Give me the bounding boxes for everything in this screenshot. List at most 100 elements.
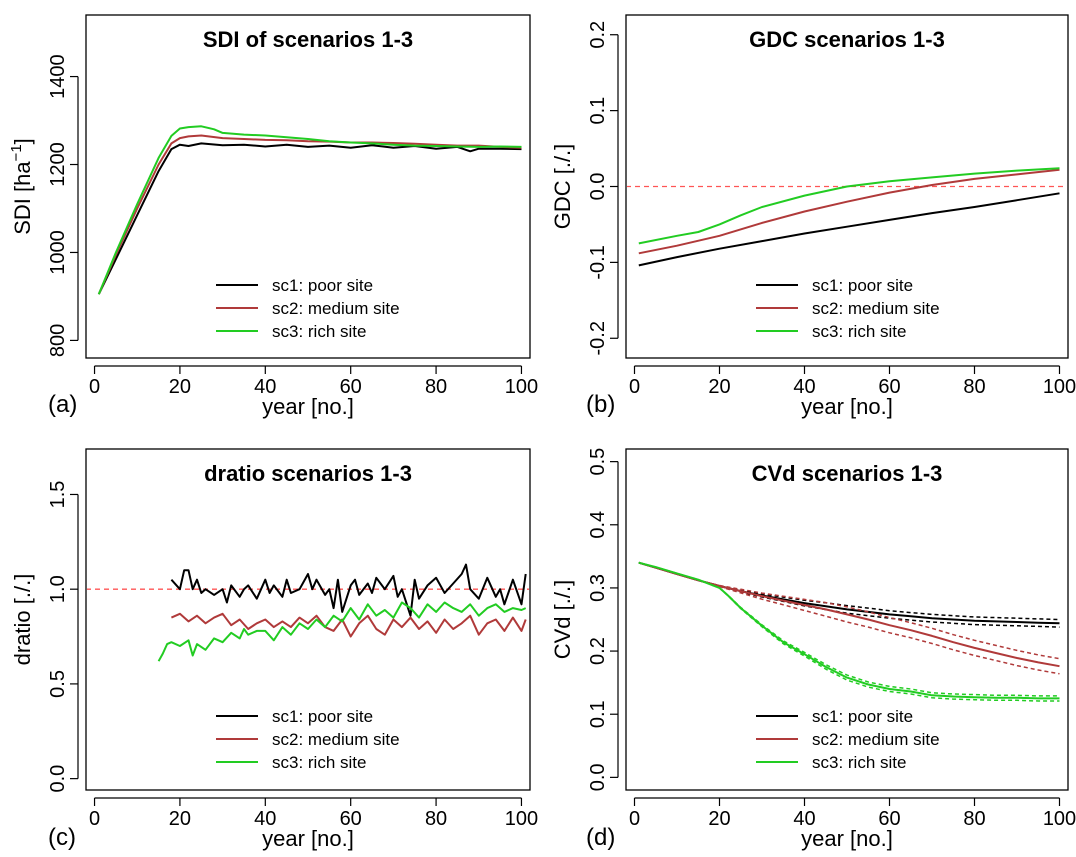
y-axis-label-main: SDI [ha [10,161,35,235]
x-tick-label: 100 [1043,376,1076,398]
y-tick-label: 0.4 [587,511,609,539]
chart-title: SDI of scenarios 1-3 [203,27,413,52]
legend-entry-sc3: sc3: rich site [812,322,906,341]
legend-entry-sc2: sc2: medium site [272,299,400,318]
x-tick-label: 20 [169,376,191,398]
chart-title: CVd scenarios 1-3 [752,461,943,486]
x-tick-label: 60 [340,376,362,398]
series-sc3-line [638,561,1060,700]
y-axis-label: GDC [./.] [550,144,575,230]
x-tick-label: 40 [793,808,815,830]
x-tick-label: 80 [963,376,985,398]
legend-entry-sc2: sc2: medium site [812,730,940,749]
legend-entry-sc3: sc3: rich site [272,322,366,341]
chart-panel-2: GDC scenarios 1-3 0 20 40 60 80 100 year [no.] -… [550,14,1076,419]
y-tick-label: 0.3 [587,574,609,602]
y-axis-label-sup: −1 [8,144,25,161]
x-tick-label: 40 [254,808,276,830]
plot-frame [625,14,1069,359]
series-sc3-band-upper [638,561,1060,697]
x-tick-label: 0 [89,376,100,398]
chart-panel-3: dratio scenarios 1-3 0 20 40 60 80 100 year [no… [10,448,538,851]
x-tick-label: 0 [89,808,100,830]
legend-entry-sc2: sc2: medium site [272,730,400,749]
x-tick-label: 0 [629,808,640,830]
series-group [97,125,522,295]
panel-label: (c) [48,824,76,851]
x-tick-label: 100 [505,376,538,398]
chart-title: dratio scenarios 1-3 [204,461,412,486]
y-tick-label: -0.2 [587,321,609,355]
series-group [638,561,1060,702]
y-tick-label: 0.0 [587,763,609,791]
x-tick-label: 20 [708,376,730,398]
series-group [627,167,1067,267]
legend-entry-sc2: sc2: medium site [812,299,940,318]
x-tick-label: 60 [878,376,900,398]
y-axis-label: CVd [./.] [550,580,575,659]
legend-entry-sc1: sc1: poor site [272,707,373,726]
chart-panel-1: SDI of scenarios 1-3 0 20 40 60 80 100 year [no… [8,14,538,419]
series-sc3-line [157,601,527,662]
y-tick-label: 0.0 [587,173,609,201]
series-sc3-line [97,125,522,295]
series-sc1-line [638,192,1060,267]
series-sc1-band-upper [638,561,1060,621]
panel-label: (b) [586,391,615,418]
y-tick-label: 0.0 [47,765,69,793]
series-sc3-line [638,167,1060,245]
plot-frame [85,14,531,359]
y-tick-label: 800 [47,324,69,357]
x-axis-label: year [no.] [262,826,354,851]
series-group [87,563,529,662]
x-tick-label: 100 [1043,808,1076,830]
legend-entry-sc1: sc1: poor site [812,707,913,726]
y-tick-label: 0.1 [587,97,609,125]
series-sc2-band-upper [638,561,1060,660]
x-tick-label: 0 [629,376,640,398]
x-axis-label: year [no.] [262,394,354,419]
panel-label: (d) [586,824,615,851]
x-axis-label: year [no.] [801,394,893,419]
legend: sc1: poor site sc2: medium site sc3: rich … [756,276,940,341]
x-tick-label: 80 [963,808,985,830]
legend: sc1: poor site sc2: medium site sc3: rich … [216,276,400,341]
series-sc1-line [170,563,527,617]
x-tick-label: 40 [793,376,815,398]
y-tick-label: 1000 [47,230,69,275]
y-tick-label: 0.2 [587,21,609,49]
series-sc3-band-lower [638,561,1060,702]
series-sc2-line [97,134,522,295]
series-sc2-band-lower [638,561,1060,675]
y-tick-label: 0.1 [587,700,609,728]
chart-title: GDC scenarios 1-3 [749,27,945,52]
y-axis-label: SDI [ha−1] [8,138,35,235]
plot-frame [85,448,531,791]
x-tick-label: 20 [708,808,730,830]
panel-label: (a) [48,391,77,418]
x-tick-label: 20 [169,808,191,830]
y-tick-label: 1.0 [47,575,69,603]
legend-entry-sc3: sc3: rich site [812,753,906,772]
x-tick-label: 40 [254,376,276,398]
x-tick-label: 100 [505,808,538,830]
y-tick-label: 0.5 [47,670,69,698]
y-tick-label: 1400 [47,54,69,99]
legend: sc1: poor site sc2: medium site sc3: rich … [216,707,400,772]
legend: sc1: poor site sc2: medium site sc3: rich … [756,707,940,772]
series-sc1-line [97,142,522,295]
y-tick-label: 0.5 [587,448,609,476]
x-tick-label: 60 [878,808,900,830]
x-axis-label: year [no.] [801,826,893,851]
series-sc2-line [170,612,527,638]
x-tick-label: 80 [425,376,447,398]
y-axis-label: dratio [./.] [10,574,35,666]
x-tick-label: 60 [340,808,362,830]
chart-panel-4: CVd scenarios 1-3 0 20 40 60 80 100 year [no.] 0… [550,448,1076,851]
y-tick-label: 1.5 [47,481,69,509]
plot-frame [625,448,1069,791]
y-tick-label: 0.2 [587,637,609,665]
series-sc2-line [638,561,1060,668]
series-sc2-line [638,168,1060,255]
